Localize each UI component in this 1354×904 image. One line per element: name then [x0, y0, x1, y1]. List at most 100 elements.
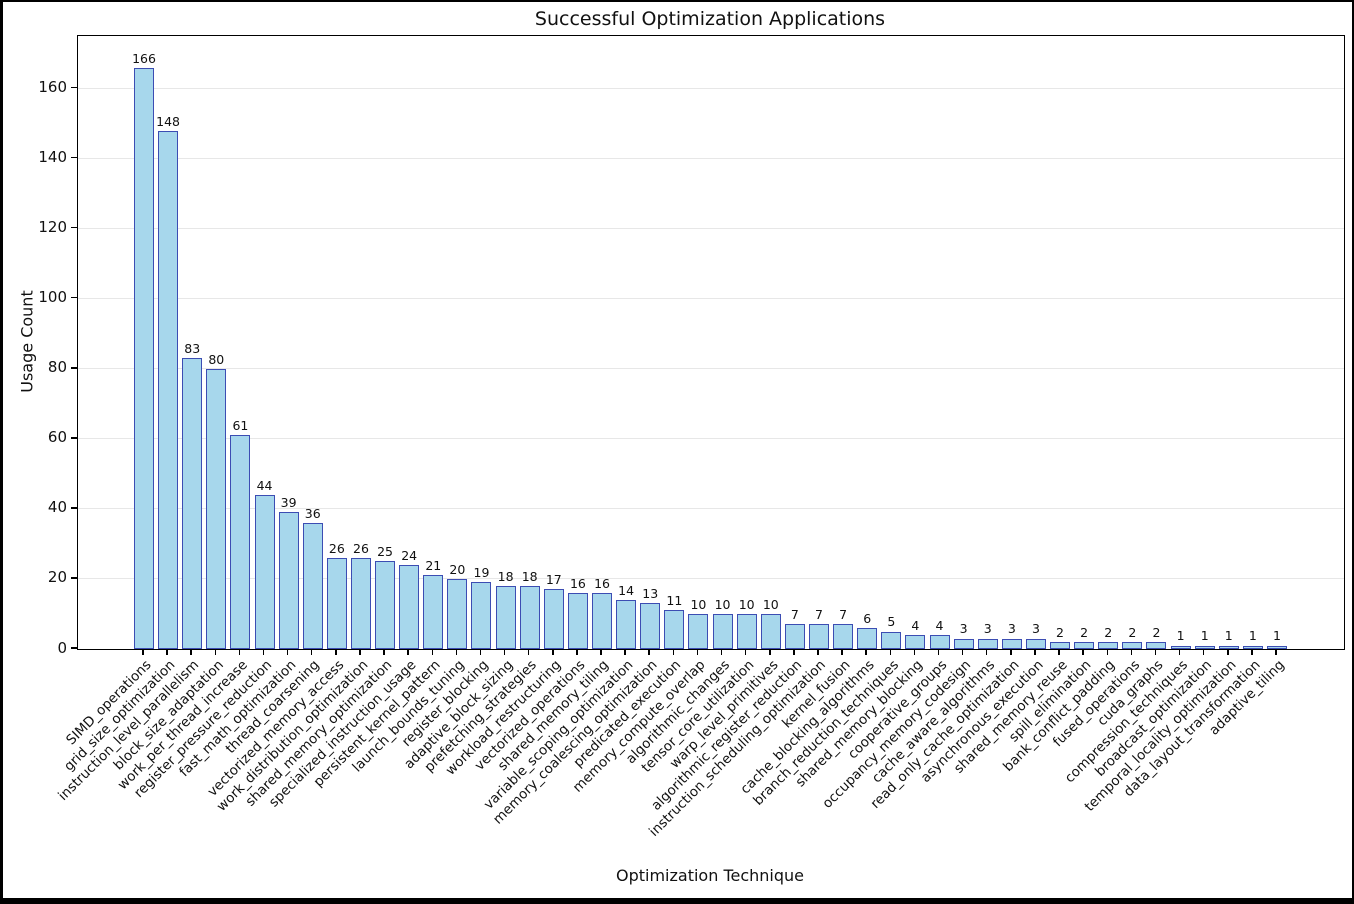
bar-value-label: 2	[1152, 624, 1161, 640]
x-tick-mark	[552, 649, 554, 655]
y-tick-mark	[71, 226, 77, 229]
bar-value-label: 24	[401, 547, 418, 563]
bar-value-label: 3	[1031, 621, 1040, 637]
bar-value-label: 3	[983, 621, 992, 637]
bar	[808, 624, 829, 649]
bar	[881, 631, 902, 649]
bar	[302, 522, 323, 649]
bar-value-label: 13	[642, 586, 659, 602]
x-tick-mark	[793, 649, 795, 655]
bar-value-label: 18	[497, 568, 514, 584]
x-tick-mark	[985, 649, 988, 655]
x-tick-mark	[624, 649, 626, 655]
bar	[182, 358, 203, 649]
bar-value-label: 44	[256, 477, 273, 493]
x-tick-mark	[865, 649, 867, 655]
x-tick-mark	[383, 649, 385, 655]
gridline	[78, 368, 1344, 370]
y-tick-label: 140	[38, 148, 67, 167]
y-tick-label: 160	[38, 78, 67, 97]
bar-value-label: 18	[521, 568, 538, 584]
bar	[736, 613, 757, 649]
bar	[664, 610, 685, 649]
y-tick-mark	[71, 86, 77, 89]
x-tick-mark	[889, 649, 892, 655]
gridline	[78, 508, 1344, 510]
bar-value-label: 16	[569, 575, 586, 591]
x-tick-mark	[214, 649, 217, 655]
bar	[616, 599, 637, 649]
x-tick-mark	[1106, 649, 1108, 655]
bar	[857, 627, 878, 649]
bar-value-label: 21	[425, 558, 442, 574]
x-tick-mark	[1130, 649, 1133, 655]
bar	[1025, 638, 1046, 649]
bar	[326, 557, 347, 649]
gridline	[78, 88, 1344, 90]
bar	[1146, 642, 1167, 649]
bar-value-label: 19	[473, 565, 490, 581]
x-tick-mark	[190, 649, 192, 655]
bar	[230, 435, 251, 649]
x-tick-mark	[1275, 649, 1277, 655]
y-tick-mark	[71, 507, 77, 509]
bar-value-label: 1	[1176, 628, 1185, 644]
x-tick-mark	[286, 649, 289, 655]
y-tick-label: 40	[47, 498, 67, 517]
bar-value-label: 61	[232, 418, 249, 434]
bar	[158, 130, 179, 649]
bar-value-label: 10	[738, 596, 755, 612]
bar-value-label: 3	[959, 621, 968, 637]
bar-value-label: 17	[545, 572, 562, 588]
bar	[929, 635, 950, 649]
bar	[423, 575, 444, 649]
bar	[1267, 645, 1287, 649]
x-tick-mark	[142, 649, 144, 655]
bar-value-label: 80	[208, 351, 225, 367]
x-tick-mark	[262, 649, 265, 655]
y-tick-mark	[71, 367, 77, 369]
x-tick-mark	[913, 649, 916, 655]
gridline	[78, 298, 1344, 300]
bar	[760, 613, 781, 649]
bar	[640, 603, 661, 649]
x-tick-mark	[1154, 649, 1157, 655]
x-tick-mark	[937, 649, 940, 655]
x-tick-mark	[696, 649, 699, 655]
x-tick-mark	[648, 649, 650, 655]
bar-value-label: 3	[1007, 621, 1016, 637]
bar	[278, 512, 299, 649]
bar	[1122, 642, 1143, 649]
bar	[447, 578, 468, 649]
bar	[1050, 642, 1071, 649]
bar-value-label: 83	[184, 341, 201, 357]
x-tick-mark	[335, 649, 337, 655]
x-tick-mark	[576, 649, 578, 655]
bar	[543, 589, 564, 649]
x-tick-mark	[359, 649, 361, 655]
x-tick-mark	[1010, 649, 1012, 655]
bar-value-label: 5	[887, 614, 896, 630]
y-tick-label: 120	[38, 218, 67, 237]
bar	[833, 624, 854, 649]
bar-value-label: 1	[1248, 628, 1257, 644]
gridline	[78, 158, 1344, 160]
bar	[1218, 645, 1239, 649]
bar	[592, 592, 613, 649]
bar	[350, 557, 371, 649]
bar-value-label: 166	[132, 50, 156, 66]
bar	[1001, 638, 1022, 649]
bar-value-label: 7	[790, 607, 799, 623]
bar-value-label: 2	[1056, 624, 1064, 640]
bar-value-label: 2	[1104, 624, 1113, 640]
bar-value-label: 10	[762, 596, 779, 612]
bar-value-label: 2	[1128, 624, 1137, 640]
bar-value-label: 2	[1080, 624, 1089, 640]
x-tick-mark	[961, 649, 964, 655]
x-tick-mark	[600, 649, 602, 655]
bar	[1098, 642, 1119, 649]
bar	[953, 638, 974, 649]
bar-value-label: 25	[377, 544, 394, 560]
bar-value-label: 20	[449, 561, 466, 577]
plot-area: 166 148 83 80 61 44 39 36 26 26 25 24 21 20 19 18 18 17 16…	[77, 35, 1345, 650]
